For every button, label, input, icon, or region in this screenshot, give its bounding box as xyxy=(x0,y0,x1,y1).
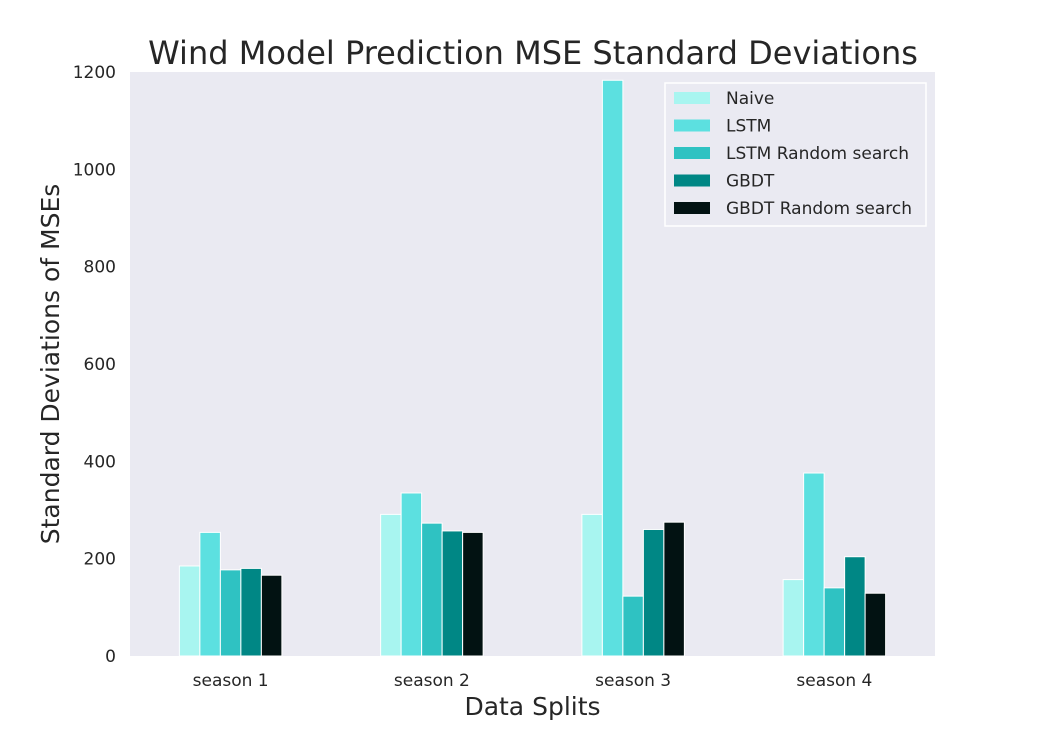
legend-label: Naive xyxy=(726,89,774,109)
bar xyxy=(864,592,887,657)
bar xyxy=(823,587,846,657)
bar xyxy=(844,556,866,657)
x-tick-label: season 1 xyxy=(193,671,269,691)
bar xyxy=(441,530,464,657)
legend-label: LSTM xyxy=(726,117,771,137)
y-tick-label: 0 xyxy=(105,647,116,667)
legend-swatch xyxy=(674,92,710,104)
x-axis-ticks: season 1 season 2 season 3 season 4 xyxy=(193,671,873,691)
legend-swatch xyxy=(674,147,710,159)
bars xyxy=(178,79,887,657)
y-tick-label: 800 xyxy=(84,258,116,278)
x-tick-label: season 4 xyxy=(796,671,872,691)
x-tick-label: season 2 xyxy=(394,671,470,691)
legend-label: GBDT Random search xyxy=(726,199,912,219)
bar xyxy=(601,79,624,657)
bar xyxy=(178,565,201,657)
y-tick-label: 200 xyxy=(84,550,116,570)
x-axis-label: Data Splits xyxy=(464,692,600,721)
legend-swatch xyxy=(674,202,710,214)
x-tick-label: season 3 xyxy=(595,671,671,691)
legend-label: GBDT xyxy=(726,172,775,192)
bar xyxy=(380,513,402,657)
bar xyxy=(462,531,484,657)
bar xyxy=(581,513,603,657)
bar xyxy=(219,569,242,657)
bar xyxy=(240,567,262,657)
y-tick-label: 1000 xyxy=(73,160,116,180)
bar xyxy=(400,492,423,657)
legend-swatch xyxy=(674,174,710,187)
bar xyxy=(642,528,665,657)
bar xyxy=(782,579,805,657)
y-axis-ticks: 0 200 400 600 800 1000 1200 xyxy=(73,63,116,667)
bar xyxy=(803,472,825,657)
bar xyxy=(622,595,644,657)
chart-title: Wind Model Prediction MSE Standard Devia… xyxy=(148,34,918,72)
bar xyxy=(421,522,443,657)
bar xyxy=(663,521,685,657)
y-axis-label: Standard Deviations of MSEs xyxy=(36,184,65,545)
bar xyxy=(260,574,283,657)
y-tick-label: 1200 xyxy=(73,63,116,83)
legend-label: LSTM Random search xyxy=(726,144,909,164)
y-tick-label: 400 xyxy=(84,452,116,472)
legend-swatch xyxy=(674,119,710,132)
bar xyxy=(199,531,221,657)
y-tick-label: 600 xyxy=(84,355,116,375)
legend: Naive LSTM LSTM Random search GBDT GBDT Rand… xyxy=(664,82,927,227)
